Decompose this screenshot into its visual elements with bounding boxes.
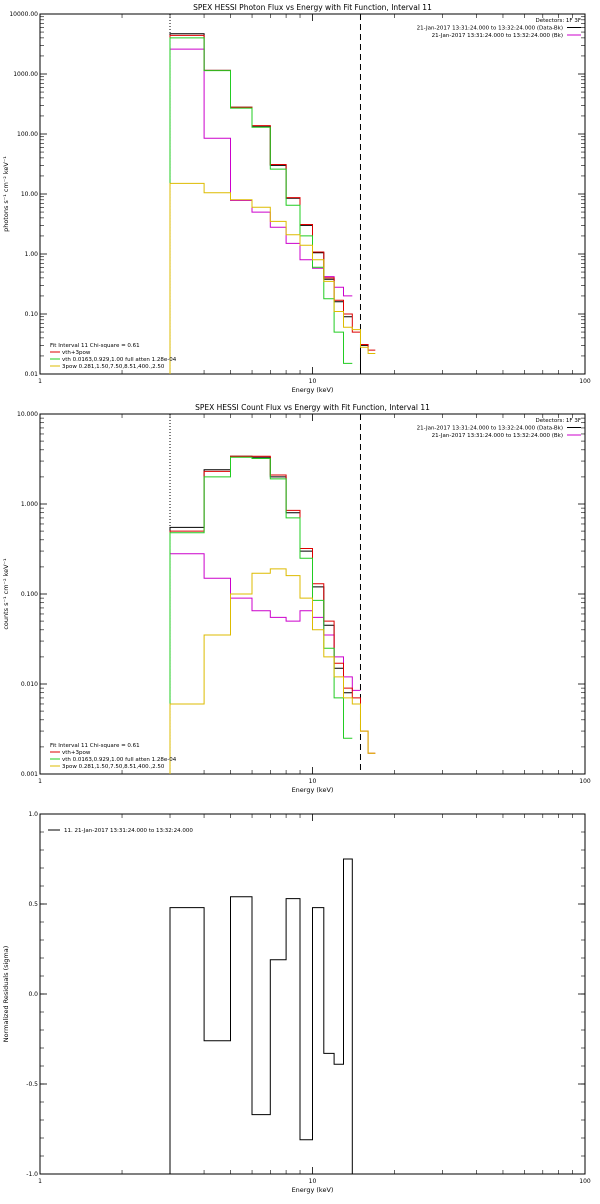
series-line-5 xyxy=(169,568,376,774)
legend-bottom-entry: vth+3pow xyxy=(62,350,91,356)
y-tick-label: 1.0 xyxy=(28,811,38,818)
y-tick-label: 100.00 xyxy=(17,131,38,138)
chart-panel-1: SPEX HESSI Photon Flux vs Energy with Fi… xyxy=(2,3,591,394)
y-tick-label: 1.00 xyxy=(25,251,39,258)
series-group xyxy=(169,858,353,1174)
series-line-3 xyxy=(169,34,376,374)
chart-panel-3: 1 10 100 -1.0 -0.5 0.0 0.5 1.0 Energy (keV) Norma… xyxy=(2,811,591,1194)
legend-bottom-entry: vth+3pow xyxy=(62,750,91,756)
x-tick-label: 1 xyxy=(38,1178,42,1185)
y-tick-label: 0.10 xyxy=(25,311,39,318)
legend-top-entry: 21-Jan-2017 13:31:24.000 to 13:32:24.000… xyxy=(432,33,563,39)
series-line-2 xyxy=(169,48,353,374)
series-line-4 xyxy=(169,37,353,374)
series-line-1 xyxy=(360,344,369,374)
series-line-1 xyxy=(169,455,353,774)
x-axis-label: Energy (keV) xyxy=(292,786,334,794)
y-axis-label: Normalized Residuals (sigma) xyxy=(2,946,10,1043)
x-axis-label: Energy (keV) xyxy=(292,386,334,394)
x-tick-label: 100 xyxy=(579,378,591,385)
x-tick-label: 100 xyxy=(579,1178,591,1185)
x-tick-label: 10 xyxy=(309,778,317,785)
legend-bottom-entry: vth 0.0163,0.929,1.00 full atten 1.28e-0… xyxy=(62,357,177,363)
plot-frame xyxy=(39,13,586,375)
y-tick-label: 10000.00 xyxy=(9,11,38,18)
series-line-2 xyxy=(169,553,361,774)
x-tick-label: 1 xyxy=(38,378,42,385)
x-axis-label: Energy (keV) xyxy=(292,1186,334,1194)
legend-bottom-entry: 3pow 0.281,1.50,7.50,8.51,400.,2.50 xyxy=(62,364,165,370)
legend-top-entry: 11. 21-Jan-2017 13:31:24.000 to 13:32:24… xyxy=(64,828,193,834)
series-group xyxy=(169,455,376,774)
y-tick-label: 0.010 xyxy=(21,681,38,688)
legend-bottom-entry: Fit Interval 11 Chi-square = 0.61 xyxy=(50,343,140,349)
y-tick-label: -1.0 xyxy=(26,1171,38,1178)
y-tick-label: 10.000 xyxy=(17,411,38,418)
legend-bottom-entry: vth 0.0163,0.929,1.00 full atten 1.28e-0… xyxy=(62,757,177,763)
series-line-1 xyxy=(169,33,353,374)
legend-top-entry: 21-Jan-2017 13:31:24.000 to 13:32:24.000… xyxy=(417,426,563,432)
chart-title: SPEX HESSI Count Flux vs Energy with Fit… xyxy=(195,403,430,412)
y-tick-label: 0.01 xyxy=(25,371,39,378)
x-tick-label: 10 xyxy=(309,378,317,385)
y-tick-label: 0.100 xyxy=(21,591,38,598)
chart-panel-2: SPEX HESSI Count Flux vs Energy with Fit… xyxy=(2,403,591,794)
x-tick-label: 100 xyxy=(579,778,591,785)
series-group xyxy=(169,33,376,374)
y-tick-label: -0.5 xyxy=(26,1081,38,1088)
series-line-5 xyxy=(169,182,376,374)
legend-top-entry: 21-Jan-2017 13:31:24.000 to 13:32:24.000… xyxy=(417,26,563,32)
legend-bottom-entry: Fit Interval 11 Chi-square = 0.61 xyxy=(50,743,140,749)
y-tick-label: 1000.00 xyxy=(13,71,38,78)
y-axis-label: photons s⁻¹ cm⁻² keV⁻¹ xyxy=(2,156,10,232)
legend-top-entry: 21-Jan-2017 13:31:24.000 to 13:32:24.000… xyxy=(432,433,563,439)
y-tick-label: 10.00 xyxy=(21,191,38,198)
legend-top-entry: Detectors: 1F 3F xyxy=(535,418,581,424)
chart-title: SPEX HESSI Photon Flux vs Energy with Fi… xyxy=(193,3,432,12)
series-line-1 xyxy=(169,858,353,1174)
y-tick-label: 0.001 xyxy=(21,771,38,778)
legend-top-entry: Detectors: 1F 3F xyxy=(535,18,581,24)
y-axis-label: counts s⁻¹ cm⁻² keV⁻¹ xyxy=(2,558,10,630)
x-tick-label: 10 xyxy=(309,1178,317,1185)
y-tick-label: 0.0 xyxy=(28,991,38,998)
legend-bottom-entry: 3pow 0.281,1.50,7.50,8.51,400.,2.50 xyxy=(62,764,165,770)
series-line-4 xyxy=(169,456,353,774)
x-tick-label: 1 xyxy=(38,778,42,785)
series-line-3 xyxy=(169,455,376,774)
y-tick-label: 0.5 xyxy=(28,901,38,908)
y-tick-label: 1.000 xyxy=(21,501,38,508)
